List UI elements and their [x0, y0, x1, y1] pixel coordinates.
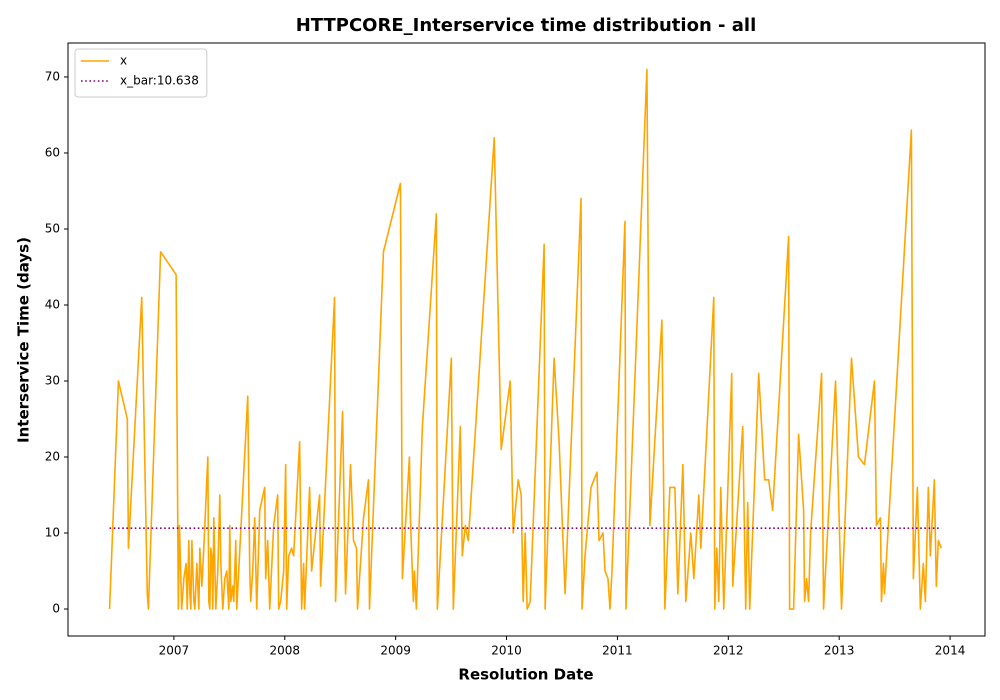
legend-label: x: [120, 54, 127, 68]
y-tick-label: 70: [45, 69, 60, 83]
data-line: [108, 68, 943, 610]
y-tick-label: 30: [45, 373, 60, 387]
y-tick-label: 10: [45, 526, 60, 540]
y-tick-label: 20: [45, 450, 60, 464]
x-tick-label: 2007: [159, 644, 190, 658]
chart-title: HTTPCORE_Interservice time distribution …: [296, 15, 757, 36]
y-tick-label: 50: [45, 221, 60, 235]
x-tick-label: 2012: [713, 644, 744, 658]
x-tick-label: 2008: [270, 644, 301, 658]
x-tick-label: 2009: [380, 644, 411, 658]
y-axis-label: Interservice Time (days): [15, 237, 33, 443]
y-tick-label: 0: [52, 602, 60, 616]
x-tick-label: 2013: [824, 644, 855, 658]
plot-frame: [67, 42, 986, 637]
legend-label: x_bar:10.638: [120, 74, 199, 88]
x-tick-label: 2011: [602, 644, 633, 658]
x-tick-label: 2014: [935, 644, 966, 658]
y-tick-label: 60: [45, 145, 60, 159]
y-tick-label: 40: [45, 297, 60, 311]
x-tick-label: 2010: [491, 644, 522, 658]
x-axis-label: Resolution Date: [458, 666, 593, 684]
